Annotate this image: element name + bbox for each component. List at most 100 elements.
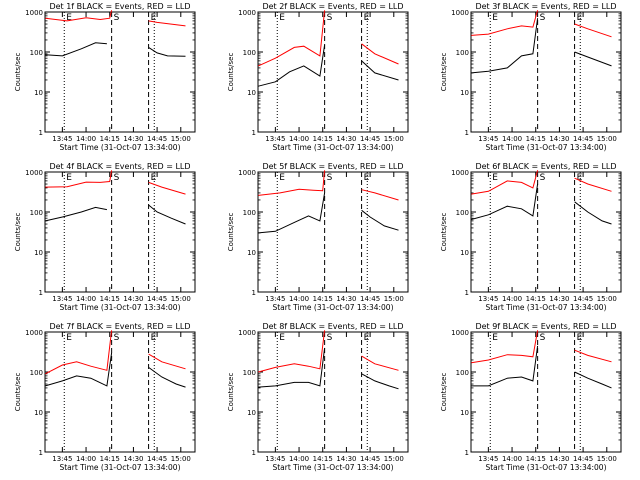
events-series-line <box>258 347 326 388</box>
y-tick-label: 10 <box>247 409 256 417</box>
events-series-line <box>45 42 107 57</box>
plot-frame <box>470 171 622 293</box>
lld-series-line <box>471 170 539 195</box>
x-axis-label: Start Time (31-Oct-07 13:34:00) <box>485 463 606 472</box>
event-marker-label: E <box>577 173 583 183</box>
y-tick-label: 1000 <box>238 169 256 177</box>
detector-panel-3: Det 3f BLACK = Events, RED = LLD 1 10 100 10… <box>426 0 639 160</box>
x-tick-label: 14:45 <box>573 455 593 463</box>
y-tick-label: 100 <box>243 49 256 57</box>
y-axis-label: Counts/sec <box>440 53 448 92</box>
plot-title: Det 2f BLACK = Events, RED = LLD <box>262 2 403 11</box>
x-axis-label: Start Time (31-Oct-07 13:34:00) <box>59 463 180 472</box>
y-tick-label: 1 <box>252 449 256 457</box>
y-tick-label: 100 <box>456 209 469 217</box>
x-tick-label: 14:15 <box>100 455 120 463</box>
event-marker-label: S <box>540 173 546 183</box>
event-marker-label: S <box>114 173 120 183</box>
lightcurve-plot: Det 7f BLACK = Events, RED = LLD 1 10 100 10… <box>14 322 196 472</box>
y-axis-label: Counts/sec <box>440 213 448 252</box>
lld-series-line <box>45 10 113 22</box>
plot-frame <box>257 331 409 453</box>
event-marker-label: E <box>279 333 285 343</box>
y-tick-label: 1000 <box>451 9 469 17</box>
y-tick-label: 100 <box>30 49 43 57</box>
x-tick-label: 14:15 <box>100 135 120 143</box>
lightcurve-plot: Det 6f BLACK = Events, RED = LLD 1 10 100 10… <box>440 162 622 312</box>
event-marker-label: S <box>327 173 333 183</box>
detector-panel-8: Det 8f BLACK = Events, RED = LLD 1 10 100 10… <box>213 320 426 480</box>
plot-frame <box>257 11 409 133</box>
y-tick-label: 1 <box>39 129 43 137</box>
y-axis-label: Counts/sec <box>14 213 22 252</box>
x-tick-label: 15:00 <box>384 295 404 303</box>
plot-title: Det 3f BLACK = Events, RED = LLD <box>475 2 616 11</box>
event-marker-label: S <box>540 13 546 23</box>
plot-title: Det 9f BLACK = Events, RED = LLD <box>475 322 616 331</box>
y-tick-label: 1000 <box>238 329 256 337</box>
event-marker-label: E <box>66 173 72 183</box>
x-tick-label: 15:00 <box>171 295 191 303</box>
event-marker-label: E <box>151 13 157 23</box>
x-tick-label: 14:00 <box>76 455 96 463</box>
x-tick-label: 14:30 <box>549 455 569 463</box>
x-tick-label: 14:45 <box>573 295 593 303</box>
plot-title: Det 7f BLACK = Events, RED = LLD <box>49 322 190 331</box>
plot-frame <box>470 331 622 453</box>
x-tick-label: 15:00 <box>171 135 191 143</box>
event-marker-label: S <box>327 13 333 23</box>
y-tick-label: 1 <box>465 449 469 457</box>
y-tick-label: 10 <box>34 409 43 417</box>
plot-title: Det 5f BLACK = Events, RED = LLD <box>262 162 403 171</box>
x-tick-label: 14:30 <box>123 455 143 463</box>
y-tick-label: 100 <box>456 49 469 57</box>
x-tick-label: 13:45 <box>478 455 498 463</box>
x-axis-label: Start Time (31-Oct-07 13:34:00) <box>485 143 606 152</box>
plot-title: Det 8f BLACK = Events, RED = LLD <box>262 322 403 331</box>
lld-series-line <box>45 330 113 375</box>
detector-panel-6: Det 6f BLACK = Events, RED = LLD 1 10 100 10… <box>426 160 639 320</box>
y-axis-label: Counts/sec <box>227 373 235 412</box>
y-tick-label: 1 <box>465 129 469 137</box>
event-marker-label: E <box>151 333 157 343</box>
x-tick-label: 14:15 <box>313 135 333 143</box>
x-tick-label: 14:00 <box>502 455 522 463</box>
x-tick-label: 13:45 <box>478 295 498 303</box>
x-tick-label: 14:00 <box>502 135 522 143</box>
x-axis-label: Start Time (31-Oct-07 13:34:00) <box>272 463 393 472</box>
y-axis-label: Counts/sec <box>227 213 235 252</box>
y-axis-label: Counts/sec <box>14 373 22 412</box>
x-axis-label: Start Time (31-Oct-07 13:34:00) <box>485 303 606 312</box>
y-tick-label: 1000 <box>25 169 43 177</box>
x-tick-label: 14:30 <box>336 135 356 143</box>
events-series-line <box>361 209 399 231</box>
x-tick-label: 14:45 <box>147 295 167 303</box>
event-marker-label: E <box>492 13 498 23</box>
plot-frame <box>44 11 196 133</box>
event-marker-label: E <box>279 173 285 183</box>
lld-series-line <box>148 353 186 370</box>
x-tick-label: 14:30 <box>123 135 143 143</box>
y-tick-label: 10 <box>460 89 469 97</box>
events-series-line <box>45 206 107 222</box>
lightcurve-plot: Det 5f BLACK = Events, RED = LLD 1 10 100 10… <box>227 162 409 312</box>
x-axis-label: Start Time (31-Oct-07 13:34:00) <box>59 303 180 312</box>
events-series-line <box>148 46 186 57</box>
x-tick-label: 13:45 <box>52 455 72 463</box>
y-tick-label: 1000 <box>451 329 469 337</box>
x-tick-label: 14:00 <box>76 135 96 143</box>
plot-title: Det 1f BLACK = Events, RED = LLD <box>49 2 190 11</box>
y-tick-label: 10 <box>34 249 43 257</box>
x-tick-label: 13:45 <box>265 135 285 143</box>
detector-panel-5: Det 5f BLACK = Events, RED = LLD 1 10 100 10… <box>213 160 426 320</box>
plot-frame <box>470 11 622 133</box>
x-tick-label: 14:45 <box>360 455 380 463</box>
lld-series-line <box>471 330 539 364</box>
event-marker-label: S <box>540 333 546 343</box>
events-series-line <box>148 204 186 225</box>
lightcurve-plot: Det 4f BLACK = Events, RED = LLD 1 10 100 10… <box>14 162 196 312</box>
y-axis-label: Counts/sec <box>14 53 22 92</box>
x-tick-label: 14:45 <box>360 135 380 143</box>
y-tick-label: 1000 <box>238 9 256 17</box>
